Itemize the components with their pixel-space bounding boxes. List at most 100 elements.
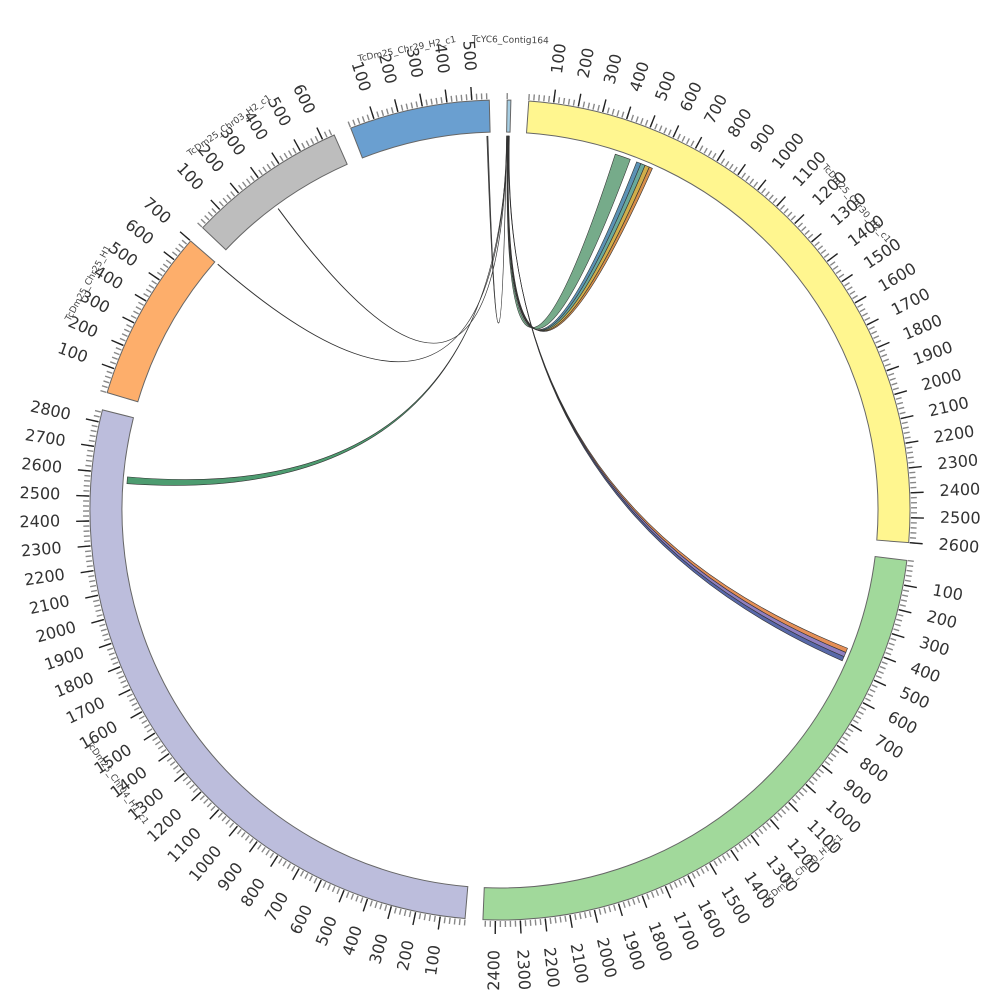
link-6[interactable] [509, 136, 846, 657]
tick-label: 100 [931, 580, 965, 604]
tick-label: 2600 [21, 454, 63, 477]
tick-label: 2400 [19, 511, 60, 531]
tick-label: 2100 [927, 393, 971, 421]
tick-label: 300 [600, 52, 626, 86]
major-tick [909, 467, 922, 468]
major-tick [892, 634, 904, 638]
major-tick [413, 912, 416, 925]
tick-label: 600 [885, 707, 921, 738]
major-tick [673, 125, 678, 137]
tick-label: 200 [574, 46, 598, 80]
segment-c29h2[interactable] [351, 100, 490, 158]
major-tick [894, 391, 906, 395]
major-tick [316, 880, 322, 892]
segment-ctg[interactable] [507, 100, 511, 132]
major-tick [789, 803, 798, 812]
major-tick [619, 904, 623, 916]
tick-label: 100 [55, 338, 90, 366]
major-tick [603, 99, 606, 112]
major-tick [578, 94, 580, 107]
major-tick [627, 107, 631, 119]
major-tick [180, 232, 190, 241]
major-tick [438, 917, 440, 930]
tick-label: 600 [122, 215, 158, 249]
major-tick [445, 90, 447, 103]
major-tick [901, 416, 914, 419]
major-tick [144, 733, 155, 740]
tick-label: 200 [925, 606, 959, 632]
tick-label: 100 [547, 42, 570, 75]
major-tick [363, 899, 367, 911]
major-tick [211, 200, 220, 210]
tick-label: 2300 [20, 538, 62, 560]
major-tick [395, 99, 398, 112]
major-tick [887, 366, 899, 370]
major-tick [294, 139, 300, 150]
segment-c04h1[interactable] [90, 410, 468, 919]
major-tick [806, 784, 816, 793]
major-tick [111, 340, 123, 345]
tick-label: 600 [286, 902, 316, 938]
tick-label: 2300 [937, 450, 979, 473]
tick-label: 1900 [910, 337, 955, 369]
major-tick [863, 703, 874, 709]
tick-label: 500 [651, 68, 680, 103]
tick-label: 100 [421, 944, 444, 977]
tick-label: 500 [459, 40, 480, 72]
tick-label: 2500 [940, 508, 981, 528]
major-tick [867, 319, 879, 325]
major-tick [855, 296, 866, 303]
tick-label: 2600 [938, 535, 980, 557]
major-tick [695, 137, 701, 148]
major-tick [192, 792, 201, 801]
tick-label: 800 [856, 753, 892, 786]
tick-label: 300 [365, 932, 391, 966]
major-tick [884, 657, 896, 662]
major-tick [85, 595, 98, 598]
tick-label: 2100 [28, 591, 72, 618]
link-8[interactable] [127, 136, 507, 485]
tick-label: 2200 [540, 946, 563, 989]
major-tick [904, 585, 917, 587]
tick-label: 2000 [593, 936, 621, 980]
major-tick [795, 214, 804, 223]
tick-label: 400 [908, 658, 943, 687]
tick-label: 1800 [900, 310, 945, 344]
major-tick [554, 90, 556, 103]
major-tick [570, 915, 572, 928]
tick-label: 1800 [52, 668, 97, 701]
tick-label: 500 [897, 683, 933, 713]
major-tick [149, 273, 160, 280]
tick-label: 2700 [24, 425, 67, 450]
link-4[interactable] [508, 136, 652, 331]
segment-c03h2[interactable] [203, 135, 347, 250]
link-5[interactable] [509, 136, 848, 652]
major-tick [594, 910, 597, 923]
major-tick [731, 850, 738, 861]
tick-label: 2800 [29, 397, 73, 424]
tick-label: 2200 [932, 421, 975, 446]
major-tick [251, 167, 259, 178]
major-tick [370, 106, 374, 118]
major-tick [688, 876, 694, 888]
tick-label: 700 [139, 193, 175, 227]
tick-label: 2100 [567, 942, 593, 985]
tick-label: 2000 [34, 617, 78, 646]
major-tick [899, 610, 912, 613]
major-tick [420, 94, 422, 107]
major-tick [520, 920, 521, 933]
tick-label: 1700 [669, 909, 703, 954]
tick-label: 400 [338, 923, 366, 958]
segment-c30h2[interactable] [527, 101, 910, 543]
tick-label: 600 [289, 81, 319, 117]
major-tick [119, 690, 131, 696]
major-tick [135, 294, 146, 301]
tick-label: 500 [312, 913, 341, 948]
link-11[interactable] [487, 136, 507, 323]
tick-label: 200 [393, 938, 418, 972]
major-tick [78, 546, 91, 547]
tick-label: 700 [700, 91, 731, 127]
link-10[interactable] [218, 136, 507, 362]
